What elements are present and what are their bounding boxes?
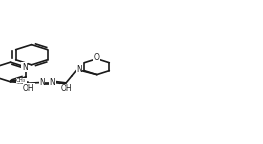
Text: N: N <box>76 65 82 74</box>
Text: OH: OH <box>61 85 72 93</box>
Text: CH₃: CH₃ <box>16 78 26 83</box>
Text: OH: OH <box>23 84 35 93</box>
Text: N: N <box>50 78 55 87</box>
Text: N: N <box>22 63 28 72</box>
Text: O: O <box>94 53 100 62</box>
Text: N: N <box>39 78 45 87</box>
